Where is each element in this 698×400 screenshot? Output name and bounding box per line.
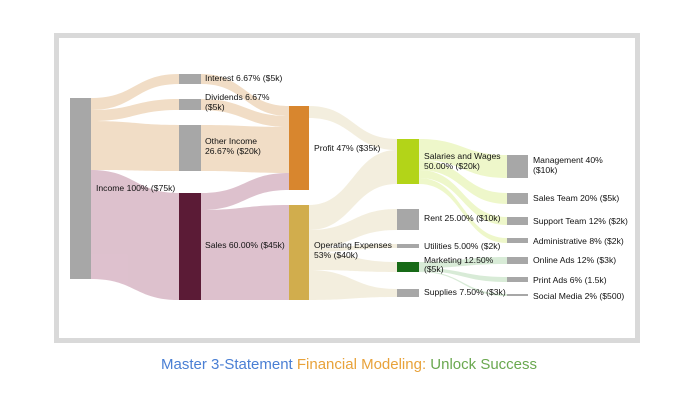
node-dividends [179, 99, 201, 110]
flow-marketing-social [419, 271, 507, 296]
label-operating-expenses: Operating Expenses 53% ($40k) [314, 240, 394, 260]
node-operating-expenses [289, 205, 309, 300]
caption: Master 3-Statement Financial Modeling: U… [0, 356, 698, 373]
node-sales [179, 193, 201, 300]
node-salaries-wages [397, 139, 419, 184]
label-interest: Interest 6.67% ($5k) [205, 73, 283, 83]
label-management-line2: ($10k) [533, 165, 557, 175]
label-income: Income 100% ($75k) [96, 183, 175, 193]
label-online-ads: Online Ads 12% ($3k) [533, 255, 616, 265]
flow-interest-profit [201, 74, 289, 116]
caption-part-financial-modeling: Financial Modeling [296, 356, 422, 373]
flow-profit-salaries [309, 106, 397, 150]
label-marketing: Marketing 12.50% ($5k) [424, 255, 496, 274]
node-profit [289, 106, 309, 190]
label-support-team: Support Team 12% ($2k) [533, 216, 628, 226]
node-interest [179, 74, 201, 84]
label-other-income-line1: Other Income [205, 136, 257, 146]
label-salaries-wages: Salaries and Wages 50.00% ($20k) [424, 151, 503, 171]
flow-dividends-profit [201, 99, 289, 127]
node-sales-team [507, 193, 528, 204]
node-utilities [397, 244, 419, 248]
label-opex-line1: Operating Expenses [314, 240, 392, 250]
label-social-media: Social Media 2% ($500) [533, 291, 624, 301]
flow-opex-supplies [309, 270, 397, 300]
label-dividends-line2: ($5k) [205, 102, 225, 112]
caption-part-master: Master 3-Statement [160, 356, 297, 373]
label-supplies: Supplies 7.50% ($3k) [424, 287, 506, 297]
label-other-income: Other Income 26.67% ($20k) [205, 136, 261, 156]
node-social-media [507, 294, 528, 296]
label-profit: Profit 47% ($35k) [314, 143, 381, 153]
label-rent: Rent 25.00% ($10k) [424, 213, 501, 223]
flow-sales-income [91, 170, 179, 300]
flow-marketing-print [419, 268, 507, 282]
flow-salaries-admin [419, 178, 507, 243]
nodes [70, 74, 528, 300]
label-marketing-line1: Marketing 12.50% [424, 255, 494, 265]
node-other-income [179, 125, 201, 171]
node-income [70, 98, 91, 279]
caption-part-colon: : [421, 356, 431, 373]
label-other-income-line2: 26.67% ($20k) [205, 146, 261, 156]
flow-salaries-support [419, 170, 507, 225]
node-print-ads [507, 277, 528, 282]
label-sales: Sales 60.00% ($45k) [205, 240, 285, 250]
flow-sales-profit [201, 173, 289, 210]
flow-marketing-online [419, 257, 507, 268]
node-support-team [507, 217, 528, 225]
label-sales-team: Sales Team 20% ($5k) [533, 193, 619, 203]
label-utilities: Utilities 5.00% ($2k) [424, 241, 501, 251]
flow-interest-income [91, 74, 179, 110]
flow-opex-rent [309, 209, 397, 248]
flow-otherincome-profit [201, 125, 289, 173]
label-management-line1: Management 40% [533, 155, 603, 165]
flow-opex-utilities [309, 244, 397, 252]
node-rent [397, 209, 419, 230]
label-salaries-line1: Salaries and Wages [424, 151, 501, 161]
node-marketing [397, 262, 419, 272]
label-dividends: Dividends 6.67% ($5k) [205, 92, 272, 112]
label-marketing-line2: ($5k) [424, 264, 444, 274]
node-management [507, 155, 528, 178]
flow-otherincome-income [91, 121, 179, 171]
flows [91, 74, 507, 300]
flow-opex-marketing [309, 252, 397, 272]
node-supplies [397, 289, 419, 297]
label-salaries-line2: 50.00% ($20k) [424, 161, 480, 171]
label-management: Management 40% ($10k) [533, 155, 605, 175]
node-administrative [507, 238, 528, 243]
label-dividends-line1: Dividends 6.67% [205, 92, 270, 102]
label-opex-line2: 53% ($40k) [314, 250, 358, 260]
caption-part-unlock: Unlock Success [430, 356, 538, 373]
labels: Income 100% ($75k) Interest 6.67% ($5k) … [96, 73, 628, 301]
flow-dividends-income [91, 99, 179, 121]
label-print-ads: Print Ads 6% (1.5k) [533, 275, 607, 285]
node-online-ads [507, 257, 528, 264]
flow-salaries-management [419, 139, 507, 178]
flow-sales-opex [201, 205, 289, 300]
flow-opex-salaries [309, 150, 397, 230]
flow-salaries-salesteam [419, 160, 507, 204]
label-administrative: Administrative 8% ($2k) [533, 236, 624, 246]
